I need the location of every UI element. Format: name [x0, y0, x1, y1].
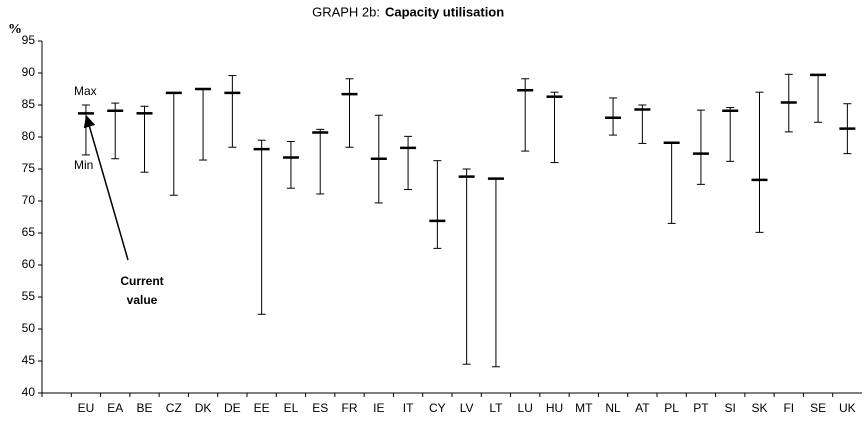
- x-tick-label: LT: [489, 401, 503, 415]
- y-tick-label: 60: [22, 257, 36, 271]
- y-tick-label: 75: [22, 161, 36, 175]
- x-tick-label: LV: [460, 401, 474, 415]
- x-tick-label: UK: [839, 401, 856, 415]
- y-tick-label: 90: [22, 65, 36, 79]
- y-tick-label: 70: [22, 193, 36, 207]
- x-tick-label: ES: [312, 401, 328, 415]
- x-tick-label: IE: [373, 401, 384, 415]
- chart-title: Capacity utilisation: [385, 4, 504, 19]
- y-axis-label: %: [8, 22, 22, 37]
- x-tick-label: EA: [107, 401, 123, 415]
- x-tick-label: SE: [810, 401, 826, 415]
- y-tick-label: 50: [22, 321, 36, 335]
- x-tick-label: HU: [546, 401, 563, 415]
- x-tick-label: PL: [664, 401, 679, 415]
- x-tick-label: SK: [751, 401, 767, 415]
- x-tick-label: NL: [605, 401, 621, 415]
- x-tick-label: CZ: [166, 401, 182, 415]
- x-tick-label: EL: [284, 401, 299, 415]
- y-tick-label: 65: [22, 225, 36, 239]
- current-annotation: Current value: [120, 274, 164, 307]
- x-tick-label: LU: [518, 401, 533, 415]
- x-tick-label: EU: [78, 401, 95, 415]
- x-tick-label: DE: [224, 401, 241, 415]
- y-tick-label: 55: [22, 289, 36, 303]
- y-tick-label: 45: [22, 353, 36, 367]
- x-tick-label: BE: [136, 401, 152, 415]
- annotation-arrow: [83, 115, 129, 261]
- max-annotation: Max: [74, 84, 97, 98]
- x-tick-label: EE: [254, 401, 270, 415]
- y-tick-label: 80: [22, 129, 36, 143]
- x-tick-label: DK: [195, 401, 212, 415]
- title-prefix: GRAPH 2b:: [312, 4, 380, 19]
- y-tick-label: 40: [22, 385, 36, 399]
- x-tick-label: SI: [725, 401, 736, 415]
- min-annotation: Min: [74, 158, 93, 172]
- x-tick-label: CY: [429, 401, 446, 415]
- x-tick-label: FR: [342, 401, 358, 415]
- y-tick-label: 85: [22, 97, 36, 111]
- x-tick-label: PT: [693, 401, 709, 415]
- x-tick-label: FI: [783, 401, 794, 415]
- y-tick-label: 95: [22, 33, 36, 47]
- x-tick-label: IT: [403, 401, 414, 415]
- x-tick-label: MT: [575, 401, 593, 415]
- x-tick-label: AT: [635, 401, 650, 415]
